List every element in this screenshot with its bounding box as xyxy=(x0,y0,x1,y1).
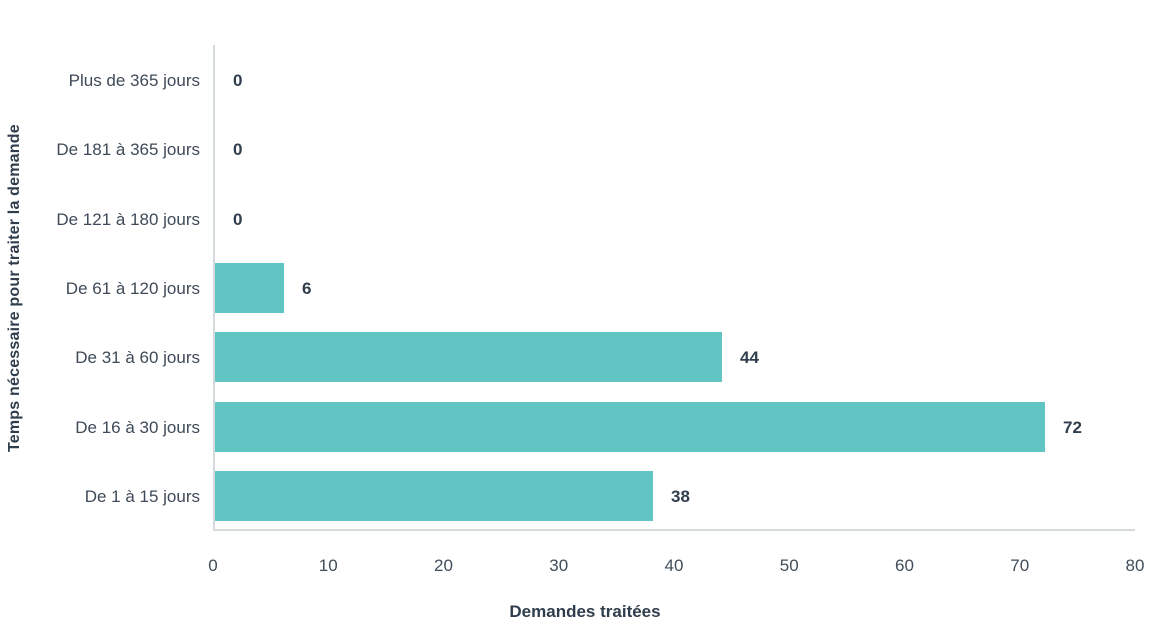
x-tick-label: 30 xyxy=(549,556,569,575)
category-label: De 1 à 15 jours xyxy=(84,487,200,507)
x-tick-label: 70 xyxy=(1010,556,1030,575)
x-axis-title: Demandes traitées xyxy=(509,602,661,621)
x-tick-label: 60 xyxy=(895,556,914,575)
value-label: 38 xyxy=(671,487,690,507)
plot-area xyxy=(213,45,1135,531)
category-label: De 16 à 30 jours xyxy=(75,417,200,437)
category-label: De 61 à 120 jours xyxy=(65,279,200,298)
category-label: De 181 à 365 jours xyxy=(56,140,200,160)
x-tick-label: 40 xyxy=(664,556,684,575)
category-label: De 31 à 60 jours xyxy=(75,348,200,368)
value-label: 0 xyxy=(233,209,243,229)
value-label: 0 xyxy=(233,70,243,90)
x-tick-label: 80 xyxy=(1125,556,1145,575)
bar xyxy=(215,401,1045,452)
x-tick-label: 10 xyxy=(318,556,338,575)
value-label: 6 xyxy=(302,279,312,298)
x-tick-label: 0 xyxy=(208,556,218,575)
value-label: 44 xyxy=(740,348,759,368)
value-label: 0 xyxy=(233,140,243,160)
bar xyxy=(215,263,284,313)
category-label: Plus de 365 jours xyxy=(68,70,200,90)
value-label: 72 xyxy=(1063,417,1082,437)
bar xyxy=(215,332,722,383)
x-tick-label: 20 xyxy=(434,556,453,575)
category-label: De 121 à 180 jours xyxy=(56,209,200,229)
bar xyxy=(215,471,653,522)
x-tick-label: 50 xyxy=(779,556,799,575)
